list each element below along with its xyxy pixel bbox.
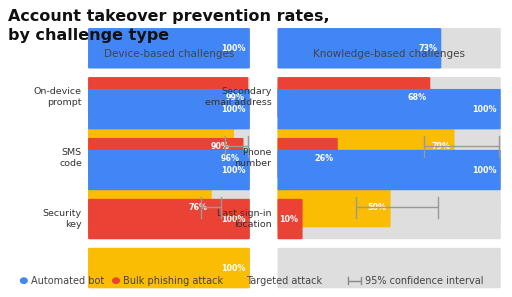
Ellipse shape bbox=[113, 278, 119, 283]
Text: 100%: 100% bbox=[221, 105, 246, 114]
FancyBboxPatch shape bbox=[88, 187, 212, 228]
FancyBboxPatch shape bbox=[88, 150, 250, 190]
Text: 79%: 79% bbox=[432, 142, 451, 151]
Text: Account takeover prevention rates,
by challenge type: Account takeover prevention rates, by ch… bbox=[8, 9, 329, 43]
FancyBboxPatch shape bbox=[278, 199, 501, 239]
FancyBboxPatch shape bbox=[88, 77, 248, 118]
Text: 100%: 100% bbox=[221, 214, 246, 224]
Text: 100%: 100% bbox=[472, 105, 497, 114]
FancyBboxPatch shape bbox=[278, 199, 303, 239]
Text: SMS
code: SMS code bbox=[59, 148, 82, 168]
Text: 99%: 99% bbox=[225, 93, 244, 102]
FancyBboxPatch shape bbox=[278, 187, 391, 228]
Ellipse shape bbox=[20, 278, 27, 283]
FancyBboxPatch shape bbox=[278, 126, 501, 166]
Text: 10%: 10% bbox=[280, 214, 298, 224]
FancyBboxPatch shape bbox=[88, 138, 250, 178]
FancyBboxPatch shape bbox=[278, 89, 501, 129]
FancyBboxPatch shape bbox=[278, 77, 501, 118]
FancyBboxPatch shape bbox=[278, 126, 455, 166]
Text: 100%: 100% bbox=[221, 165, 246, 175]
FancyBboxPatch shape bbox=[278, 150, 501, 190]
Text: 100%: 100% bbox=[221, 263, 246, 273]
Text: 95% confidence interval: 95% confidence interval bbox=[365, 276, 483, 286]
Text: 76%: 76% bbox=[188, 203, 208, 212]
FancyBboxPatch shape bbox=[278, 28, 441, 69]
FancyBboxPatch shape bbox=[278, 28, 501, 69]
Text: On-device
prompt: On-device prompt bbox=[34, 87, 82, 107]
FancyBboxPatch shape bbox=[88, 187, 250, 228]
Text: 90%: 90% bbox=[211, 142, 230, 151]
FancyBboxPatch shape bbox=[278, 77, 430, 118]
FancyBboxPatch shape bbox=[278, 248, 501, 288]
Text: 26%: 26% bbox=[314, 154, 334, 163]
FancyBboxPatch shape bbox=[88, 126, 234, 166]
Text: Device-based challenges: Device-based challenges bbox=[104, 49, 234, 59]
Ellipse shape bbox=[236, 278, 242, 283]
Text: Bulk phishing attack: Bulk phishing attack bbox=[123, 276, 224, 286]
Text: Automated bot: Automated bot bbox=[31, 276, 104, 286]
Text: 100%: 100% bbox=[221, 44, 246, 53]
FancyBboxPatch shape bbox=[88, 199, 250, 239]
FancyBboxPatch shape bbox=[88, 89, 250, 129]
FancyBboxPatch shape bbox=[278, 138, 338, 178]
Text: Last sign-in
location: Last sign-in location bbox=[217, 209, 271, 229]
Text: 68%: 68% bbox=[407, 93, 426, 102]
FancyBboxPatch shape bbox=[88, 199, 250, 239]
FancyBboxPatch shape bbox=[278, 89, 501, 129]
FancyBboxPatch shape bbox=[278, 187, 501, 228]
Text: Knowledge-based challenges: Knowledge-based challenges bbox=[313, 49, 465, 59]
Text: 73%: 73% bbox=[418, 44, 437, 53]
Text: 50%: 50% bbox=[368, 203, 387, 212]
FancyBboxPatch shape bbox=[88, 150, 250, 190]
FancyBboxPatch shape bbox=[88, 89, 250, 129]
Text: Targeted attack: Targeted attack bbox=[246, 276, 323, 286]
FancyBboxPatch shape bbox=[88, 77, 250, 118]
FancyBboxPatch shape bbox=[88, 126, 250, 166]
FancyBboxPatch shape bbox=[88, 248, 250, 288]
FancyBboxPatch shape bbox=[88, 28, 250, 69]
Text: Secondary
email address: Secondary email address bbox=[205, 87, 271, 107]
Text: 96%: 96% bbox=[220, 154, 240, 163]
FancyBboxPatch shape bbox=[278, 150, 501, 190]
FancyBboxPatch shape bbox=[88, 28, 250, 69]
FancyBboxPatch shape bbox=[88, 248, 250, 288]
Text: Phone
number: Phone number bbox=[234, 148, 271, 168]
Text: 100%: 100% bbox=[472, 165, 497, 175]
FancyBboxPatch shape bbox=[88, 138, 244, 178]
Text: Security
key: Security key bbox=[43, 209, 82, 229]
FancyBboxPatch shape bbox=[278, 138, 501, 178]
